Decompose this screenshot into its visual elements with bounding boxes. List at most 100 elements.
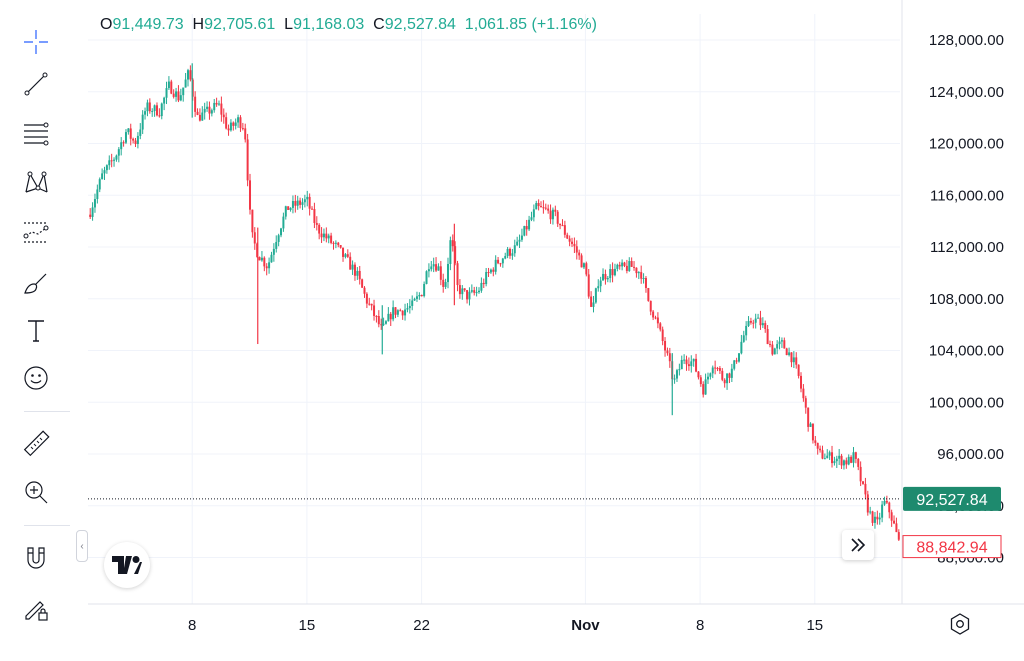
trend-line-icon[interactable] [22, 70, 50, 98]
candle-body [814, 440, 817, 443]
candle-body [821, 450, 824, 459]
y-tick-label: 128,000.00 [929, 32, 1004, 49]
candle-body [590, 296, 593, 307]
lock-drawing-icon[interactable] [22, 594, 50, 622]
candle-body [177, 91, 180, 101]
candle-body [800, 375, 803, 389]
candle-body [246, 139, 249, 181]
candle-body [666, 350, 669, 354]
candle-body [225, 117, 228, 129]
candle-body [776, 344, 779, 349]
y-tick-label: 124,000.00 [929, 84, 1004, 101]
candle-body [96, 189, 99, 199]
candle-body [587, 274, 590, 297]
candle-body [840, 455, 843, 466]
low-label: L [284, 16, 294, 33]
candle-body [795, 357, 798, 365]
candle-body [89, 214, 92, 217]
candle-body [523, 226, 526, 236]
candle-body [113, 159, 116, 161]
candle-body [680, 359, 683, 370]
collapse-toolbar-button[interactable]: ‹ [76, 530, 88, 562]
candle-body [306, 196, 309, 200]
candle-body [833, 461, 836, 464]
candle-body [525, 226, 528, 230]
candle-body [179, 95, 182, 101]
candle-body [330, 235, 333, 243]
crosshair-icon[interactable] [22, 28, 50, 56]
candle-body [220, 103, 223, 115]
candle-body [642, 277, 645, 279]
y-tick-label: 100,000.00 [929, 394, 1004, 411]
candle-body [322, 233, 325, 238]
xabcd-pattern-icon[interactable] [22, 168, 50, 196]
candle-body [625, 265, 628, 271]
candle-body [716, 368, 719, 370]
candle-body [289, 207, 292, 210]
candle-body [275, 241, 278, 249]
candle-body [730, 368, 733, 378]
candle-body [139, 129, 142, 136]
candle-body [184, 79, 187, 88]
zoom-in-icon[interactable] [22, 478, 50, 506]
candle-body [611, 269, 614, 276]
candle-body [134, 140, 137, 145]
candle-body [105, 165, 108, 171]
candle-body [258, 257, 261, 261]
emoji-icon[interactable] [22, 364, 50, 392]
candle-body [881, 504, 884, 518]
candle-body [249, 180, 252, 210]
candle-body [325, 233, 328, 239]
forecast-icon[interactable] [22, 218, 50, 246]
ruler-icon[interactable] [22, 430, 50, 458]
candle-body [582, 263, 585, 268]
candle-body [318, 224, 321, 234]
candle-body [668, 353, 671, 362]
candle-body [585, 263, 588, 275]
candle-body [389, 313, 392, 320]
candle-body [315, 222, 318, 225]
candle-body [528, 219, 531, 230]
candle-body [451, 240, 454, 247]
candle-body [480, 282, 483, 291]
magnet-icon[interactable] [22, 544, 50, 572]
scroll-to-realtime-button[interactable] [842, 530, 874, 560]
text-icon[interactable] [22, 316, 50, 344]
candle-body [165, 88, 168, 98]
candle-body [790, 352, 793, 363]
candle-body [466, 290, 469, 300]
tradingview-logo[interactable] [104, 542, 150, 588]
settings-icon[interactable] [948, 612, 972, 636]
candle-body [506, 248, 509, 257]
candle-body [842, 460, 845, 466]
candle-body [401, 310, 404, 316]
candle-body [463, 288, 466, 291]
candle-body [752, 322, 755, 324]
candle-body [893, 520, 896, 524]
candle-body [201, 112, 204, 121]
candle-body [845, 460, 848, 465]
candle-body [284, 206, 287, 217]
candle-body [155, 105, 158, 116]
brush-icon[interactable] [22, 268, 50, 296]
high-label: H [192, 16, 205, 33]
candle-body [146, 102, 149, 112]
candle-body [594, 288, 597, 303]
candle-body [404, 309, 407, 316]
candle-body [826, 455, 829, 459]
candle-body [637, 272, 640, 274]
candle-body [489, 269, 492, 273]
candle-body [501, 258, 504, 264]
fib-retracement-icon[interactable] [22, 120, 50, 148]
y-tick-label: 120,000.00 [929, 136, 1004, 153]
candle-body [232, 122, 235, 126]
candle-body [602, 273, 605, 281]
candle-body [449, 240, 452, 264]
x-tick-label: 8 [188, 617, 196, 634]
candle-body [427, 269, 430, 272]
candle-body [423, 283, 426, 297]
candle-body [504, 256, 507, 259]
candle-body [361, 279, 364, 288]
candle-body [737, 353, 740, 362]
